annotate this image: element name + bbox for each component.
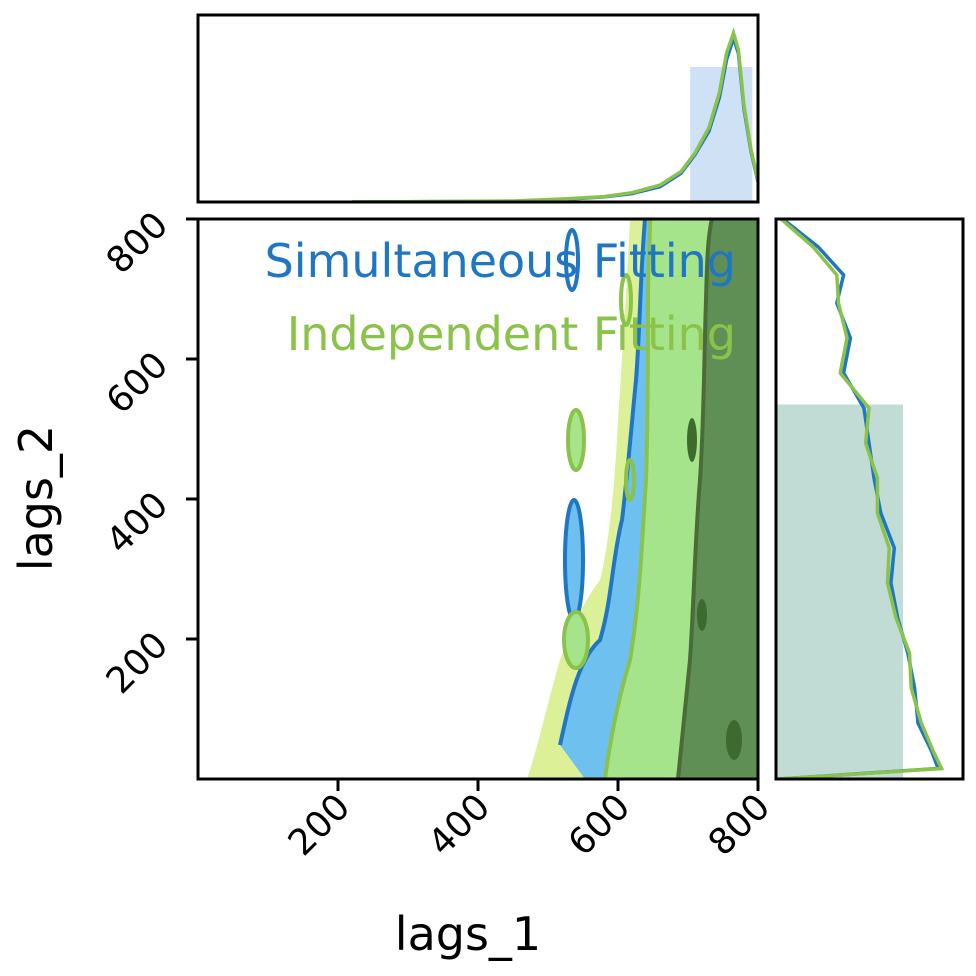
- top-marginal-frame: [196, 13, 760, 204]
- right-marginal-panel: [774, 217, 965, 781]
- y-tick-label: 200: [99, 624, 177, 702]
- x-tick-label: 800: [701, 786, 779, 864]
- contour-island: [687, 418, 697, 462]
- joint-panel: Simultaneous Fitting Independent Fitting: [196, 217, 760, 781]
- right-marginal-shaded-interval: [776, 404, 903, 779]
- contour-island: [566, 408, 586, 472]
- y-tick-label: 800: [99, 204, 177, 282]
- contour-independent-mid-edge: [603, 219, 652, 779]
- top-marginal-curves: [351, 27, 758, 202]
- y-tick-label: 400: [99, 484, 177, 562]
- x-tick-label: 400: [421, 786, 499, 864]
- contour-core-region: [678, 219, 758, 779]
- contour-island: [564, 228, 580, 292]
- y-tick-label: 600: [99, 344, 177, 422]
- contour-island: [726, 720, 742, 760]
- x-tick-label: 200: [281, 786, 359, 864]
- contour-island: [697, 599, 707, 631]
- contour-island: [624, 458, 636, 502]
- top-marginal-panel: [196, 13, 760, 204]
- x-axis-title: lags_1: [395, 907, 541, 961]
- legend-independent: Independent Fitting: [287, 307, 736, 361]
- joint-contours: [527, 219, 758, 779]
- contour-island: [562, 610, 590, 670]
- right-marginal-curves: [776, 219, 945, 779]
- x-tick-label: 600: [561, 786, 639, 864]
- x-axis-ticks: 200 400 600 800: [281, 779, 779, 864]
- y-axis-title: lags_2: [9, 425, 63, 571]
- legend-simultaneous: Simultaneous Fitting: [265, 234, 736, 288]
- contour-core-edge: [676, 219, 714, 779]
- top-marginal-independent-curve: [351, 27, 758, 202]
- contour-island: [563, 498, 585, 622]
- y-axis-ticks: 200 400 600 800: [99, 204, 198, 702]
- contour-island: [619, 273, 633, 327]
- right-marginal-frame: [774, 217, 965, 781]
- right-marginal-independent-curve: [779, 219, 945, 779]
